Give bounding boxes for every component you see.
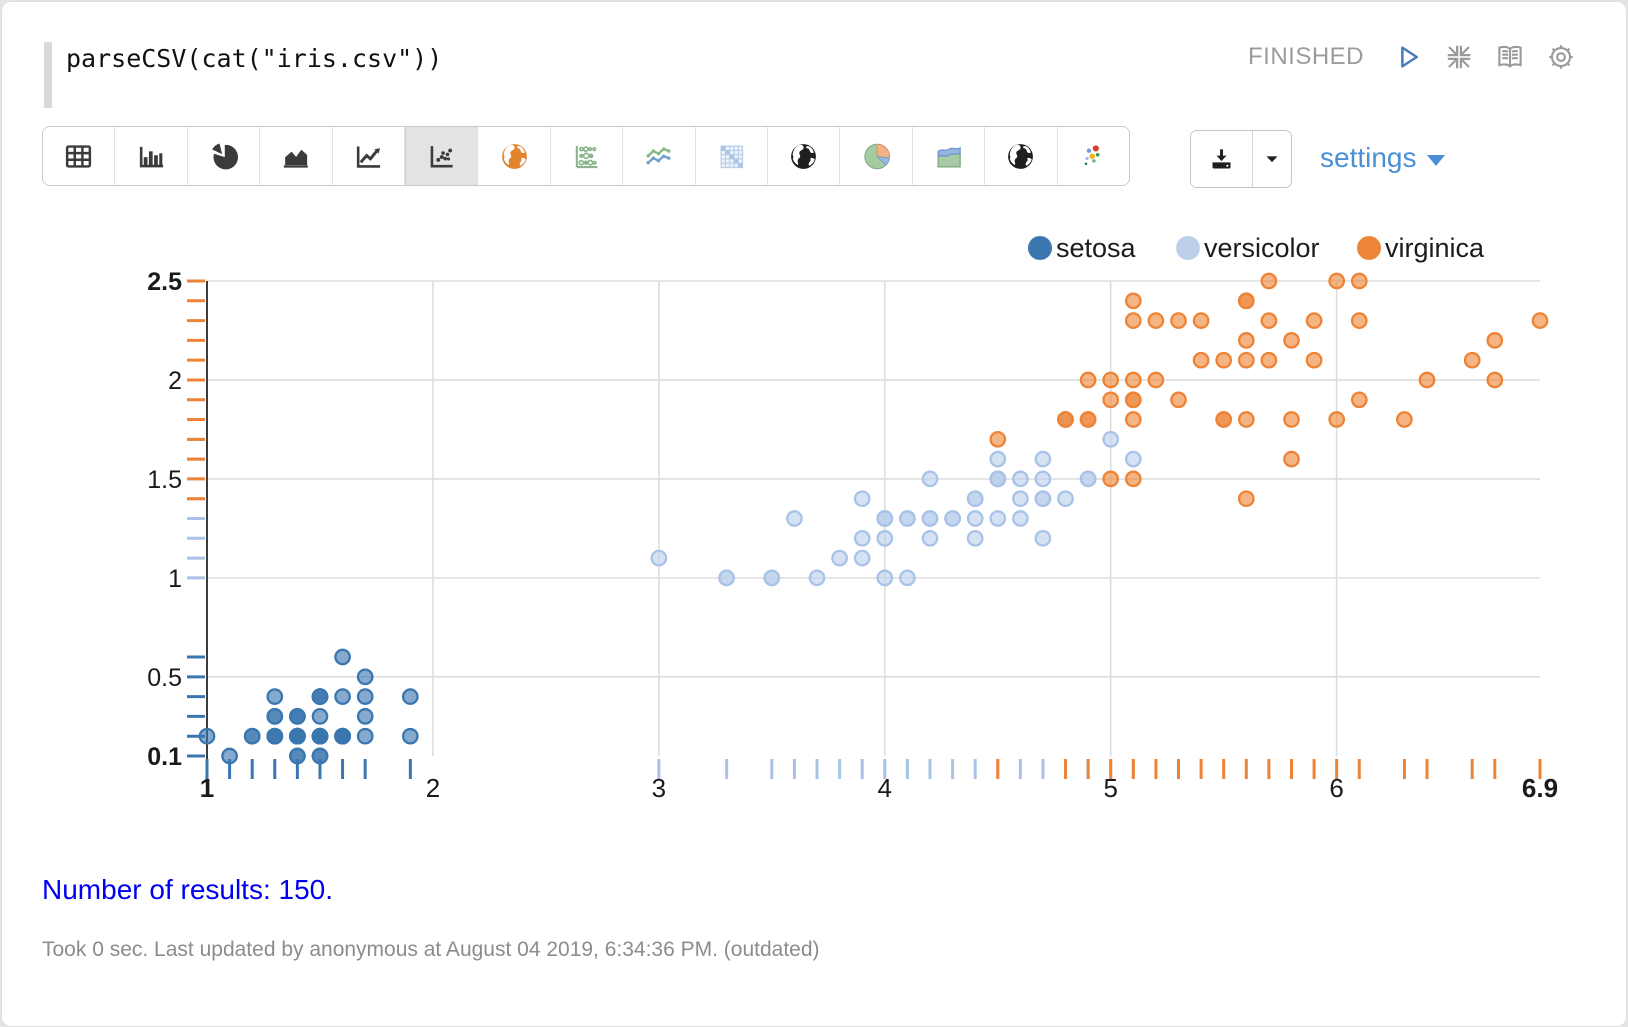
settings-link[interactable]: settings xyxy=(1320,142,1445,174)
chart-type-area-colored[interactable] xyxy=(912,127,986,185)
chart-type-bubble-matrix[interactable] xyxy=(550,127,624,185)
caret-down-icon xyxy=(1266,156,1278,163)
svg-text:2: 2 xyxy=(168,367,182,395)
y-axis-labels: 2.5 2 1.5 1 0.5 0.1 xyxy=(147,268,182,771)
paragraph-controls: FINISHED xyxy=(1248,42,1576,72)
svg-text:2.5: 2.5 xyxy=(147,268,182,296)
legend-item-virginica[interactable]: virginica xyxy=(1357,233,1485,263)
chart-type-globe-orange[interactable] xyxy=(478,127,551,185)
svg-text:1.5: 1.5 xyxy=(147,466,182,494)
chart-type-table[interactable] xyxy=(43,127,116,185)
svg-text:0.5: 0.5 xyxy=(147,664,182,692)
editor-gutter xyxy=(44,42,52,108)
legend-swatch xyxy=(1357,236,1381,260)
table-icon xyxy=(66,144,92,168)
pie-chart-icon xyxy=(212,142,239,169)
pie-colored-icon xyxy=(864,143,890,169)
settings-label: settings xyxy=(1320,142,1417,173)
download-button-group xyxy=(1190,130,1292,188)
editor-toggle-button[interactable] xyxy=(1495,42,1525,72)
code-editor[interactable]: parseCSV(cat("iris.csv")) xyxy=(66,44,443,73)
svg-text:6.9: 6.9 xyxy=(1522,773,1558,803)
area-chart-icon xyxy=(284,149,309,168)
globe-dark-icon xyxy=(1008,143,1034,169)
points-virginica xyxy=(989,272,1549,508)
line-chart-icon xyxy=(356,146,380,168)
y-axis-rug xyxy=(187,279,205,758)
scatter-plot-svg: 2.5 2 1.5 1 0.5 0.1 1 2 3 4 5 6 6.9 setosa versicolor v… xyxy=(147,233,1558,803)
svg-text:2: 2 xyxy=(426,773,440,803)
chart-type-scatter[interactable] xyxy=(405,127,479,185)
run-button[interactable] xyxy=(1393,42,1423,72)
execution-info: Took 0 sec. Last updated by anonymous at… xyxy=(42,938,820,961)
triangle-down-icon xyxy=(1426,154,1445,166)
svg-text:0.1: 0.1 xyxy=(147,743,182,771)
chart-type-bar[interactable] xyxy=(115,127,188,185)
legend-label: setosa xyxy=(1056,233,1137,263)
matrix-icon xyxy=(720,145,743,168)
scatter-chart-icon xyxy=(430,145,453,167)
collapse-button[interactable] xyxy=(1444,42,1474,72)
compress-icon xyxy=(1447,45,1471,69)
chart-type-heatmap-matrix[interactable] xyxy=(695,127,769,185)
legend-label: virginica xyxy=(1385,233,1485,263)
book-icon xyxy=(1498,45,1522,68)
chart-type-scatter-colored[interactable] xyxy=(1057,127,1129,185)
bubble-grid-icon xyxy=(575,145,598,168)
chart-type-toolbar xyxy=(42,126,1130,186)
svg-text:5: 5 xyxy=(1103,773,1117,803)
chart-type-globe-dark-1[interactable] xyxy=(768,127,841,185)
chart-type-line[interactable] xyxy=(332,127,406,185)
legend-swatch xyxy=(1176,236,1200,260)
play-icon xyxy=(1401,46,1418,68)
globe-dark-icon xyxy=(791,143,817,169)
gear-icon xyxy=(1549,45,1573,69)
x-axis-labels: 1 2 3 4 5 6 6.9 xyxy=(200,773,1558,803)
svg-text:1: 1 xyxy=(168,565,182,593)
gridlines xyxy=(207,280,1540,756)
multi-line-icon xyxy=(646,146,671,164)
download-dropdown-button[interactable] xyxy=(1253,131,1291,187)
chart-type-globe-dark-2[interactable] xyxy=(985,127,1058,185)
results-count: Number of results: 150. xyxy=(42,874,334,905)
svg-text:6: 6 xyxy=(1329,773,1343,803)
chart-type-area[interactable] xyxy=(260,127,333,185)
chart-type-multi-line[interactable] xyxy=(623,127,696,185)
points-versicolor xyxy=(650,411,1142,587)
bar-chart-icon xyxy=(139,146,163,167)
chart-type-pie-colored[interactable] xyxy=(840,127,913,185)
chart-type-pie[interactable] xyxy=(187,127,261,185)
svg-text:3: 3 xyxy=(652,773,666,803)
svg-text:4: 4 xyxy=(878,773,892,803)
status-label: FINISHED xyxy=(1247,43,1364,70)
points-setosa xyxy=(198,648,419,765)
globe-orange-icon xyxy=(501,143,527,169)
legend-swatch xyxy=(1028,236,1052,260)
legend-item-setosa[interactable]: setosa xyxy=(1028,233,1137,263)
download-button[interactable] xyxy=(1191,131,1253,187)
legend-label: versicolor xyxy=(1204,233,1320,263)
svg-text:1: 1 xyxy=(200,773,214,803)
chart-area: 2.5 2 1.5 1 0.5 0.1 1 2 3 4 5 6 6.9 setosa versicolor v… xyxy=(2,198,1628,823)
area-colored-icon xyxy=(937,146,961,167)
paragraph-settings-button[interactable] xyxy=(1546,42,1576,72)
legend-item-versicolor[interactable]: versicolor xyxy=(1176,233,1320,263)
scatter-colored-icon xyxy=(1084,144,1100,165)
download-icon xyxy=(1212,148,1231,168)
